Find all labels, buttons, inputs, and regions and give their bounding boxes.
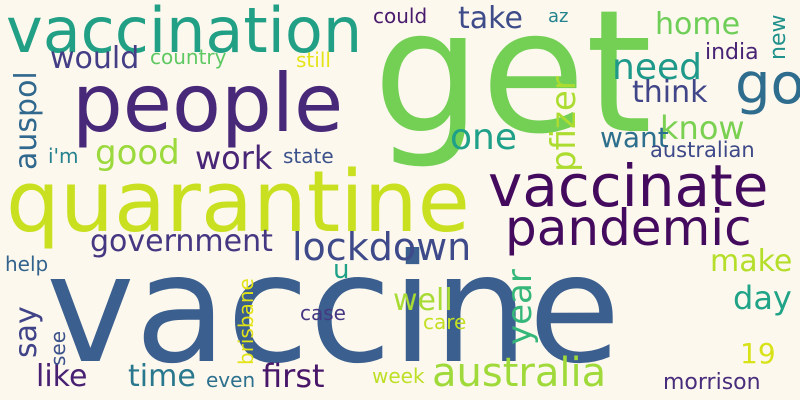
word-u: u bbox=[333, 255, 350, 285]
word-pfizer: pfizer bbox=[544, 76, 584, 172]
word-first: first bbox=[262, 357, 325, 395]
word-go: go bbox=[735, 52, 800, 117]
word-auspol: auspol bbox=[9, 71, 44, 170]
word-like: like bbox=[36, 359, 88, 394]
word-home: home bbox=[655, 7, 741, 42]
word-could: could bbox=[373, 4, 428, 28]
word-day: day bbox=[733, 279, 792, 317]
word-australian: australian bbox=[650, 138, 755, 162]
word-19: 19 bbox=[740, 337, 776, 370]
word-india: india bbox=[705, 40, 759, 65]
word-want: want bbox=[600, 121, 669, 154]
word-make: make bbox=[710, 244, 793, 279]
word-take: take bbox=[458, 1, 523, 36]
word-work: work bbox=[195, 139, 273, 177]
word-pandemic: pandemic bbox=[505, 199, 752, 257]
word-vaccine: vaccine bbox=[46, 223, 621, 397]
word-morrison: morrison bbox=[663, 370, 761, 395]
word-even: even bbox=[206, 368, 256, 392]
word-still: still bbox=[296, 48, 331, 72]
word-government: government bbox=[90, 224, 273, 259]
word-would: would bbox=[50, 41, 140, 76]
word-new: new bbox=[766, 14, 791, 60]
word-az: az bbox=[548, 6, 569, 27]
word-see: see bbox=[46, 330, 70, 366]
word-know: know bbox=[660, 109, 745, 147]
word-brisbane: brisbane bbox=[234, 278, 258, 365]
word-australia: australia bbox=[432, 350, 607, 396]
word-people: people bbox=[72, 57, 344, 150]
word-case: case bbox=[300, 301, 346, 325]
word-country: country bbox=[150, 45, 227, 69]
word-get: get bbox=[373, 0, 653, 172]
word-quarantine: quarantine bbox=[6, 153, 470, 252]
word-week: week bbox=[372, 364, 425, 388]
word-well: well bbox=[393, 283, 453, 318]
word-time: time bbox=[128, 359, 196, 394]
word-think: think bbox=[632, 75, 708, 110]
word-need: need bbox=[612, 47, 702, 88]
word-vaccinate: vaccinate bbox=[488, 152, 769, 220]
word-care: care bbox=[423, 310, 467, 334]
word-state: state bbox=[283, 144, 334, 168]
word-good: good bbox=[95, 133, 180, 173]
word-vaccination: vaccination bbox=[6, 0, 363, 67]
word-year: year bbox=[500, 269, 540, 345]
word-lockdown: lockdown bbox=[292, 225, 472, 269]
word-im: i'm bbox=[48, 144, 79, 168]
word-one: one bbox=[450, 117, 517, 158]
word-say: say bbox=[9, 306, 44, 358]
word-help: help bbox=[5, 252, 49, 276]
